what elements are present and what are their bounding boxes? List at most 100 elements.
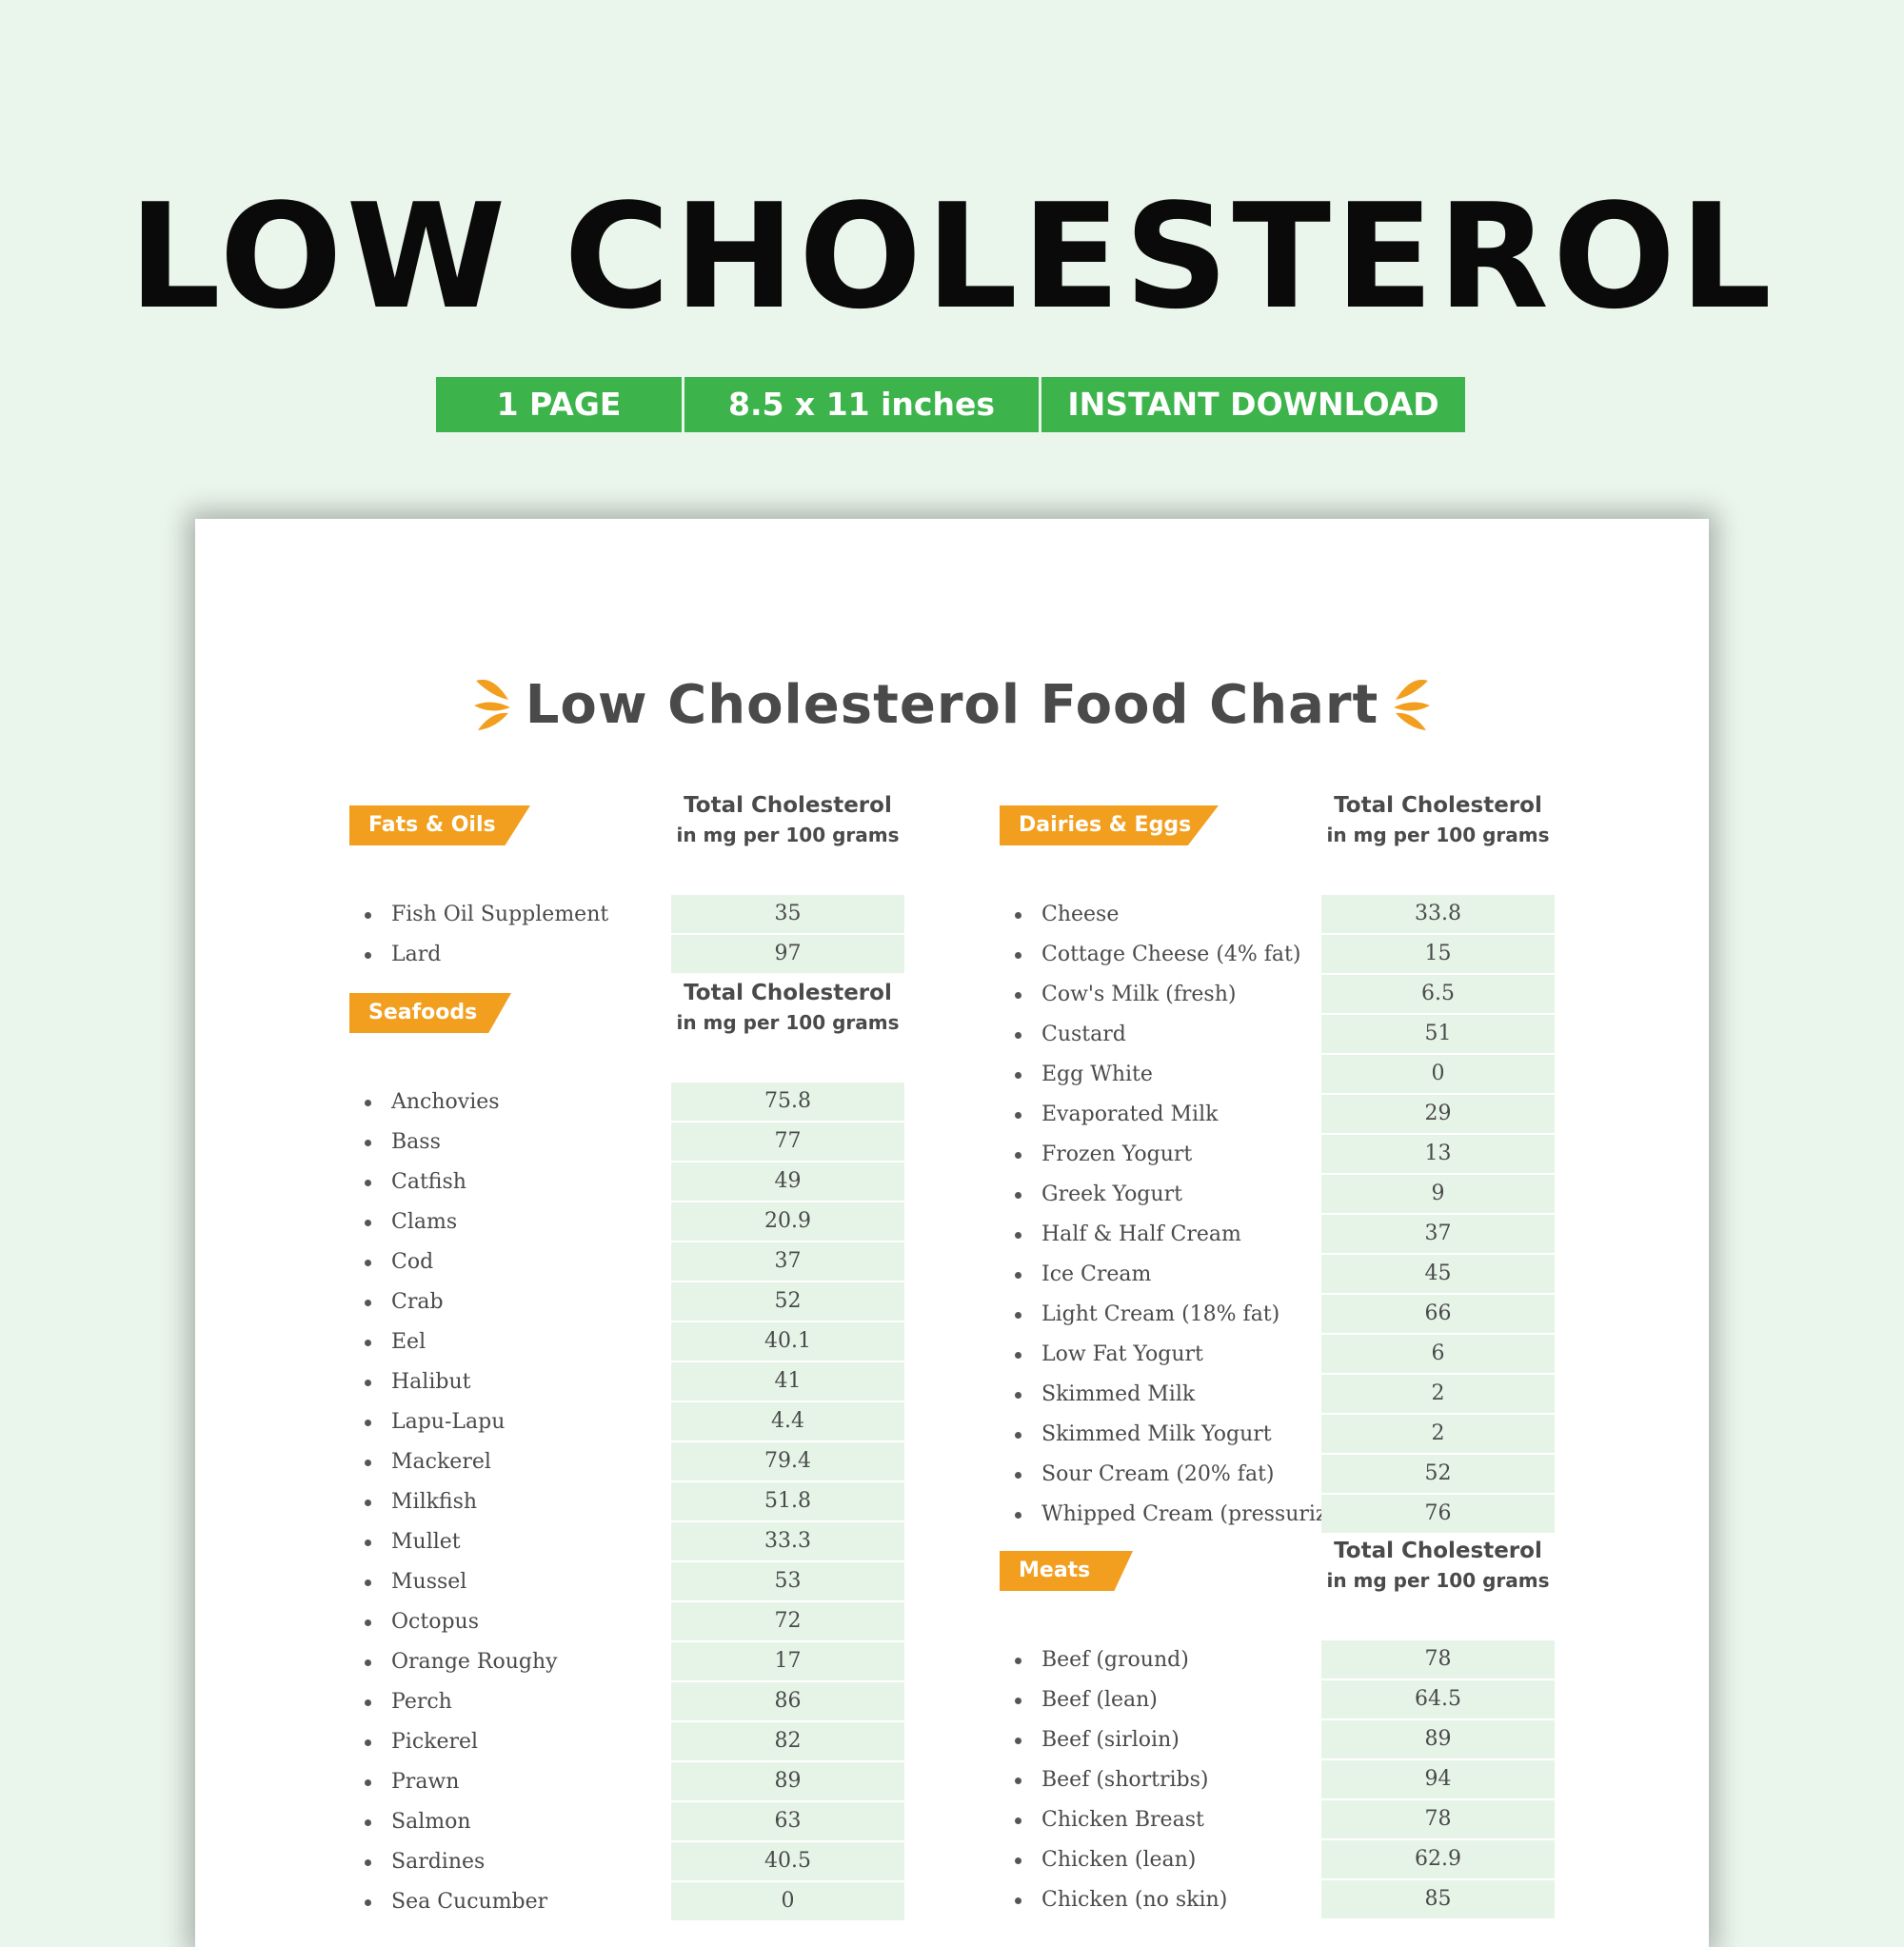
section-tag: Seafoods [349,993,511,1033]
cholesterol-value: 41 [671,1362,904,1401]
section-fats-oils: Fats & Oils Total Cholesterol in mg per … [349,783,921,975]
cholesterol-value: 51.8 [671,1482,904,1520]
food-name: Orange Roughy [391,1650,558,1674]
food-row: Beef (sirloin) 89 [1000,1720,1571,1760]
bullet-icon [365,1540,371,1546]
food-row: Half & Half Cream 37 [1000,1215,1571,1255]
cholesterol-value: 52 [671,1282,904,1321]
bullet-icon [1015,1658,1021,1664]
cholesterol-value: 63 [671,1802,904,1840]
food-name: Half & Half Cream [1041,1222,1241,1246]
food-row: Orange Roughy 17 [349,1642,921,1682]
food-row: Chicken (no skin) 85 [1000,1880,1571,1920]
cholesterol-value: 33.3 [671,1522,904,1560]
section-seafoods: Seafoods Total Cholesterol in mg per 100… [349,970,921,1922]
cholesterol-value: 13 [1321,1135,1555,1173]
food-row: Octopus 72 [349,1602,921,1642]
cholesterol-value: 37 [1321,1215,1555,1253]
bullet-icon [365,1619,371,1626]
cholesterol-value: 97 [671,935,904,973]
food-name: Ice Cream [1041,1262,1152,1286]
food-row: Eel 40.1 [349,1322,921,1362]
info-bar: 1 PAGE 8.5 x 11 inches INSTANT DOWNLOAD [436,377,1465,432]
bullet-icon [365,1260,371,1266]
cholesterol-value: 64.5 [1321,1680,1555,1719]
food-row: Ice Cream 45 [1000,1255,1571,1295]
bullet-icon [1015,1512,1021,1519]
food-row: Evaporated Milk 29 [1000,1095,1571,1135]
food-name: Chicken Breast [1041,1808,1204,1832]
food-name: Lard [391,943,442,966]
food-name: Chicken (no skin) [1041,1888,1228,1912]
food-row: Frozen Yogurt 13 [1000,1135,1571,1175]
food-name: Bass [391,1130,441,1154]
bullet-icon [365,1340,371,1346]
food-row: Mussel 53 [349,1562,921,1602]
cholesterol-value: 66 [1321,1295,1555,1333]
cholesterol-value: 45 [1321,1255,1555,1293]
badge-size: 8.5 x 11 inches [682,377,1039,432]
bullet-icon [1015,1312,1021,1319]
food-name: Beef (lean) [1041,1688,1158,1712]
chart-sheet: Low Cholesterol Food Chart Fats & Oils T… [195,519,1709,1947]
cholesterol-value: 75.8 [671,1083,904,1121]
cholesterol-value: 49 [671,1162,904,1201]
food-name: Anchovies [391,1090,500,1114]
cholesterol-value: 82 [671,1722,904,1760]
cholesterol-value: 6.5 [1321,975,1555,1013]
bullet-icon [365,1140,371,1146]
cholesterol-value: 72 [671,1602,904,1640]
food-row: Greek Yogurt 9 [1000,1175,1571,1215]
food-name: Egg White [1041,1063,1153,1086]
cholesterol-value: 2 [1321,1375,1555,1413]
cholesterol-value: 6 [1321,1335,1555,1373]
bullet-icon [365,1579,371,1586]
bullet-icon [365,1420,371,1426]
food-name: Skimmed Milk [1041,1382,1196,1406]
food-row: Sour Cream (20% fat) 52 [1000,1455,1571,1495]
cholesterol-value: 17 [671,1642,904,1680]
bullet-icon [1015,1392,1021,1399]
cholesterol-value: 35 [671,895,904,933]
column-header: Total Cholesterol in mg per 100 grams [676,793,900,846]
burst-left-icon [473,679,510,730]
food-name: Fish Oil Supplement [391,903,609,926]
bullet-icon [365,1180,371,1186]
bullet-icon [365,1659,371,1666]
food-row: Skimmed Milk Yogurt 2 [1000,1415,1571,1455]
food-name: Sour Cream (20% fat) [1041,1462,1275,1486]
bullet-icon [1015,1112,1021,1119]
food-row: Prawn 89 [349,1762,921,1802]
section-dairies-eggs: Dairies & Eggs Total Cholesterol in mg p… [1000,783,1571,1535]
cholesterol-value: 53 [671,1562,904,1600]
food-name: Lapu-Lapu [391,1410,506,1434]
food-row: Egg White 0 [1000,1055,1571,1095]
food-row: Bass 77 [349,1123,921,1162]
food-name: Eel [391,1330,426,1354]
food-name: Sardines [391,1850,486,1874]
bullet-icon [1015,1897,1021,1904]
food-row: Custard 51 [1000,1015,1571,1055]
food-name: Evaporated Milk [1041,1103,1219,1126]
cholesterol-value: 76 [1321,1495,1555,1533]
bullet-icon [1015,992,1021,999]
cholesterol-value: 51 [1321,1015,1555,1053]
food-row: Halibut 41 [349,1362,921,1402]
cholesterol-value: 52 [1321,1455,1555,1493]
cholesterol-value: 89 [1321,1720,1555,1758]
bullet-icon [365,1220,371,1226]
food-name: Cheese [1041,903,1120,926]
food-name: Beef (shortribs) [1041,1768,1209,1792]
cholesterol-value: 37 [671,1242,904,1281]
bullet-icon [1015,912,1021,919]
bullet-icon [1015,1232,1021,1239]
bullet-icon [1015,1152,1021,1159]
section-tag: Meats [1000,1551,1133,1591]
food-name: Frozen Yogurt [1041,1142,1193,1166]
bullet-icon [365,912,371,919]
bullet-icon [1015,1472,1021,1479]
food-name: Cod [391,1250,434,1274]
food-row: Perch 86 [349,1682,921,1722]
cholesterol-value: 4.4 [671,1402,904,1440]
food-name: Prawn [391,1770,460,1794]
